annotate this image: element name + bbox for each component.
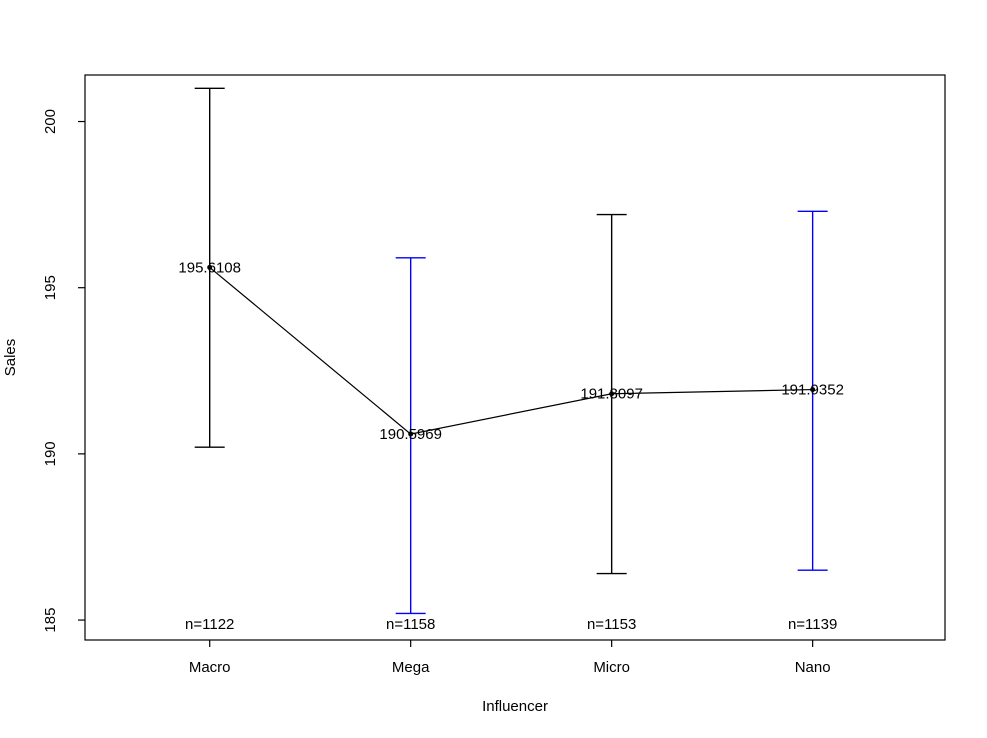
mean-line	[209, 266, 813, 435]
n-label: n=1122	[185, 616, 234, 633]
n-label: n=1153	[587, 616, 636, 633]
x-tick-label: Macro	[189, 659, 231, 676]
x-axis-title: Influencer	[482, 698, 548, 715]
x-tick-label: Mega	[392, 659, 430, 676]
mean-point	[207, 264, 213, 270]
y-tick-label: 195	[42, 275, 59, 300]
mean-point	[408, 431, 414, 437]
n-label: n=1158	[386, 616, 435, 633]
mean-label: 191.8097	[580, 386, 643, 403]
y-tick-label: 200	[42, 109, 59, 134]
y-tick-label: 190	[42, 441, 59, 466]
x-tick-label: Nano	[795, 659, 831, 676]
mean-label: 195.6108	[178, 259, 241, 276]
y-tick-label: 185	[42, 608, 59, 633]
y-axis-title: Sales	[2, 339, 19, 377]
n-label: n=1139	[788, 616, 837, 633]
mean-label: 190.5969	[379, 426, 442, 443]
x-tick-label: Micro	[593, 659, 630, 676]
mean-label: 191.9352	[781, 382, 844, 399]
plot-box	[84, 74, 946, 641]
mean-point	[810, 387, 816, 393]
mean-point	[609, 391, 615, 397]
